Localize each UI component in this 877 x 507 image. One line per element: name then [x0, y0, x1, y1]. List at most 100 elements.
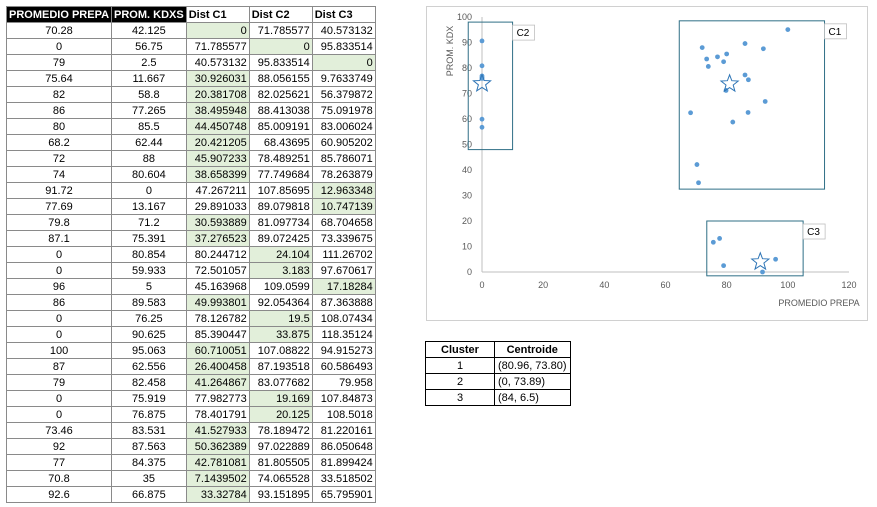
table-cell[interactable]: 82 [5, 86, 113, 103]
table-cell[interactable]: 72.501057 [185, 262, 250, 279]
table-cell[interactable]: 42.125 [111, 22, 187, 39]
table-cell[interactable]: 71.2 [111, 214, 187, 231]
table-cell[interactable]: 81.220161 [311, 422, 376, 439]
table-cell[interactable]: 35 [111, 470, 187, 487]
table-cell[interactable]: 10.747139 [311, 198, 376, 215]
header-dist-c3[interactable]: Dist C3 [311, 6, 376, 23]
table-cell[interactable]: 47.267211 [185, 182, 250, 199]
table-cell[interactable]: 19.169 [248, 390, 313, 407]
table-cell[interactable]: 118.35124 [311, 326, 376, 343]
table-cell[interactable]: 85.009191 [248, 118, 313, 135]
table-cell[interactable]: 88.413038 [248, 102, 313, 119]
table-cell[interactable]: 17.18284 [311, 278, 376, 295]
table-cell[interactable]: 20.125 [248, 406, 313, 423]
table-cell[interactable]: 85.786071 [311, 150, 376, 167]
table-cell[interactable]: 33.32784 [185, 486, 250, 503]
table-cell[interactable]: 38.495948 [185, 102, 250, 119]
table-cell[interactable]: 78.189472 [248, 422, 313, 439]
table-cell[interactable]: 50.362389 [185, 438, 250, 455]
table-cell[interactable]: 58.8 [111, 86, 187, 103]
table-cell[interactable]: 33.875 [248, 326, 313, 343]
table-cell[interactable]: 108.07434 [311, 310, 376, 327]
table-cell[interactable]: 0 [5, 310, 113, 327]
table-cell[interactable]: 13.167 [111, 198, 187, 215]
table-cell[interactable]: 81.097734 [248, 214, 313, 231]
table-cell[interactable]: 33.518502 [311, 470, 376, 487]
table-cell[interactable]: 79.958 [311, 374, 376, 391]
cluster-number-cell[interactable]: 2 [425, 373, 495, 390]
table-cell[interactable]: 86 [5, 294, 113, 311]
table-cell[interactable]: 89.072425 [248, 230, 313, 247]
table-cell[interactable]: 76.875 [111, 406, 187, 423]
table-cell[interactable]: 92 [5, 438, 113, 455]
table-cell[interactable]: 59.933 [111, 262, 187, 279]
table-cell[interactable]: 29.891033 [185, 198, 250, 215]
table-cell[interactable]: 41.527933 [185, 422, 250, 439]
table-cell[interactable]: 82.458 [111, 374, 187, 391]
table-cell[interactable]: 93.151895 [248, 486, 313, 503]
table-cell[interactable]: 95.063 [111, 342, 187, 359]
table-cell[interactable]: 90.625 [111, 326, 187, 343]
table-cell[interactable]: 5 [111, 278, 187, 295]
table-cell[interactable]: 77.265 [111, 102, 187, 119]
table-cell[interactable]: 0 [185, 22, 250, 39]
table-cell[interactable]: 88 [111, 150, 187, 167]
table-cell[interactable]: 89.079818 [248, 198, 313, 215]
table-cell[interactable]: 30.926031 [185, 70, 250, 87]
table-cell[interactable]: 0 [5, 390, 113, 407]
table-cell[interactable]: 30.593889 [185, 214, 250, 231]
table-cell[interactable]: 68.704658 [311, 214, 376, 231]
table-cell[interactable]: 88.056155 [248, 70, 313, 87]
table-cell[interactable]: 40.573132 [311, 22, 376, 39]
table-cell[interactable]: 9.7633749 [311, 70, 376, 87]
table-cell[interactable]: 77.69 [5, 198, 113, 215]
table-cell[interactable]: 20.381708 [185, 86, 250, 103]
table-cell[interactable]: 0 [111, 182, 187, 199]
table-cell[interactable]: 87 [5, 358, 113, 375]
table-cell[interactable]: 2.5 [111, 54, 187, 71]
table-cell[interactable]: 95.833514 [311, 38, 376, 55]
table-cell[interactable]: 86 [5, 102, 113, 119]
table-cell[interactable]: 80.604 [111, 166, 187, 183]
table-cell[interactable]: 87.563 [111, 438, 187, 455]
table-cell[interactable]: 42.781081 [185, 454, 250, 471]
table-cell[interactable]: 0 [5, 246, 113, 263]
table-cell[interactable]: 70.8 [5, 470, 113, 487]
table-cell[interactable]: 109.0599 [248, 278, 313, 295]
table-cell[interactable]: 78.126782 [185, 310, 250, 327]
table-cell[interactable]: 97.670617 [311, 262, 376, 279]
scatter-chart[interactable]: 0 20 40 60 80 100 120 0 10 20 30 40 50 60 70 80 90 100 PRO… [426, 6, 868, 321]
table-cell[interactable]: 56.379872 [311, 86, 376, 103]
table-cell[interactable]: 11.667 [111, 70, 187, 87]
table-cell[interactable]: 72 [5, 150, 113, 167]
header-prom-kdxs[interactable]: PROM. KDXS [111, 6, 187, 23]
table-cell[interactable]: 60.905202 [311, 134, 376, 151]
table-cell[interactable]: 49.993801 [185, 294, 250, 311]
table-cell[interactable]: 75.919 [111, 390, 187, 407]
table-cell[interactable]: 75.091978 [311, 102, 376, 119]
header-centroide[interactable]: Centroide [494, 341, 571, 358]
table-cell[interactable]: 0 [5, 38, 113, 55]
table-cell[interactable]: 78.489251 [248, 150, 313, 167]
table-cell[interactable]: 87.1 [5, 230, 113, 247]
table-cell[interactable]: 92.6 [5, 486, 113, 503]
table-cell[interactable]: 70.28 [5, 22, 113, 39]
table-cell[interactable]: 71.785577 [248, 22, 313, 39]
table-cell[interactable]: 96 [5, 278, 113, 295]
table-cell[interactable]: 80 [5, 118, 113, 135]
table-cell[interactable]: 81.805505 [248, 454, 313, 471]
table-cell[interactable]: 71.785577 [185, 38, 250, 55]
table-cell[interactable]: 111.26702 [311, 246, 376, 263]
table-cell[interactable]: 37.276523 [185, 230, 250, 247]
table-cell[interactable]: 73.339675 [311, 230, 376, 247]
table-cell[interactable]: 20.421205 [185, 134, 250, 151]
table-cell[interactable]: 86.050648 [311, 438, 376, 455]
table-cell[interactable]: 66.875 [111, 486, 187, 503]
table-cell[interactable]: 83.006024 [311, 118, 376, 135]
table-cell[interactable]: 75.64 [5, 70, 113, 87]
table-cell[interactable]: 92.054364 [248, 294, 313, 311]
table-cell[interactable]: 82.025621 [248, 86, 313, 103]
cluster-number-cell[interactable]: 1 [425, 357, 495, 374]
table-cell[interactable]: 107.85695 [248, 182, 313, 199]
header-dist-c2[interactable]: Dist C2 [248, 6, 313, 23]
